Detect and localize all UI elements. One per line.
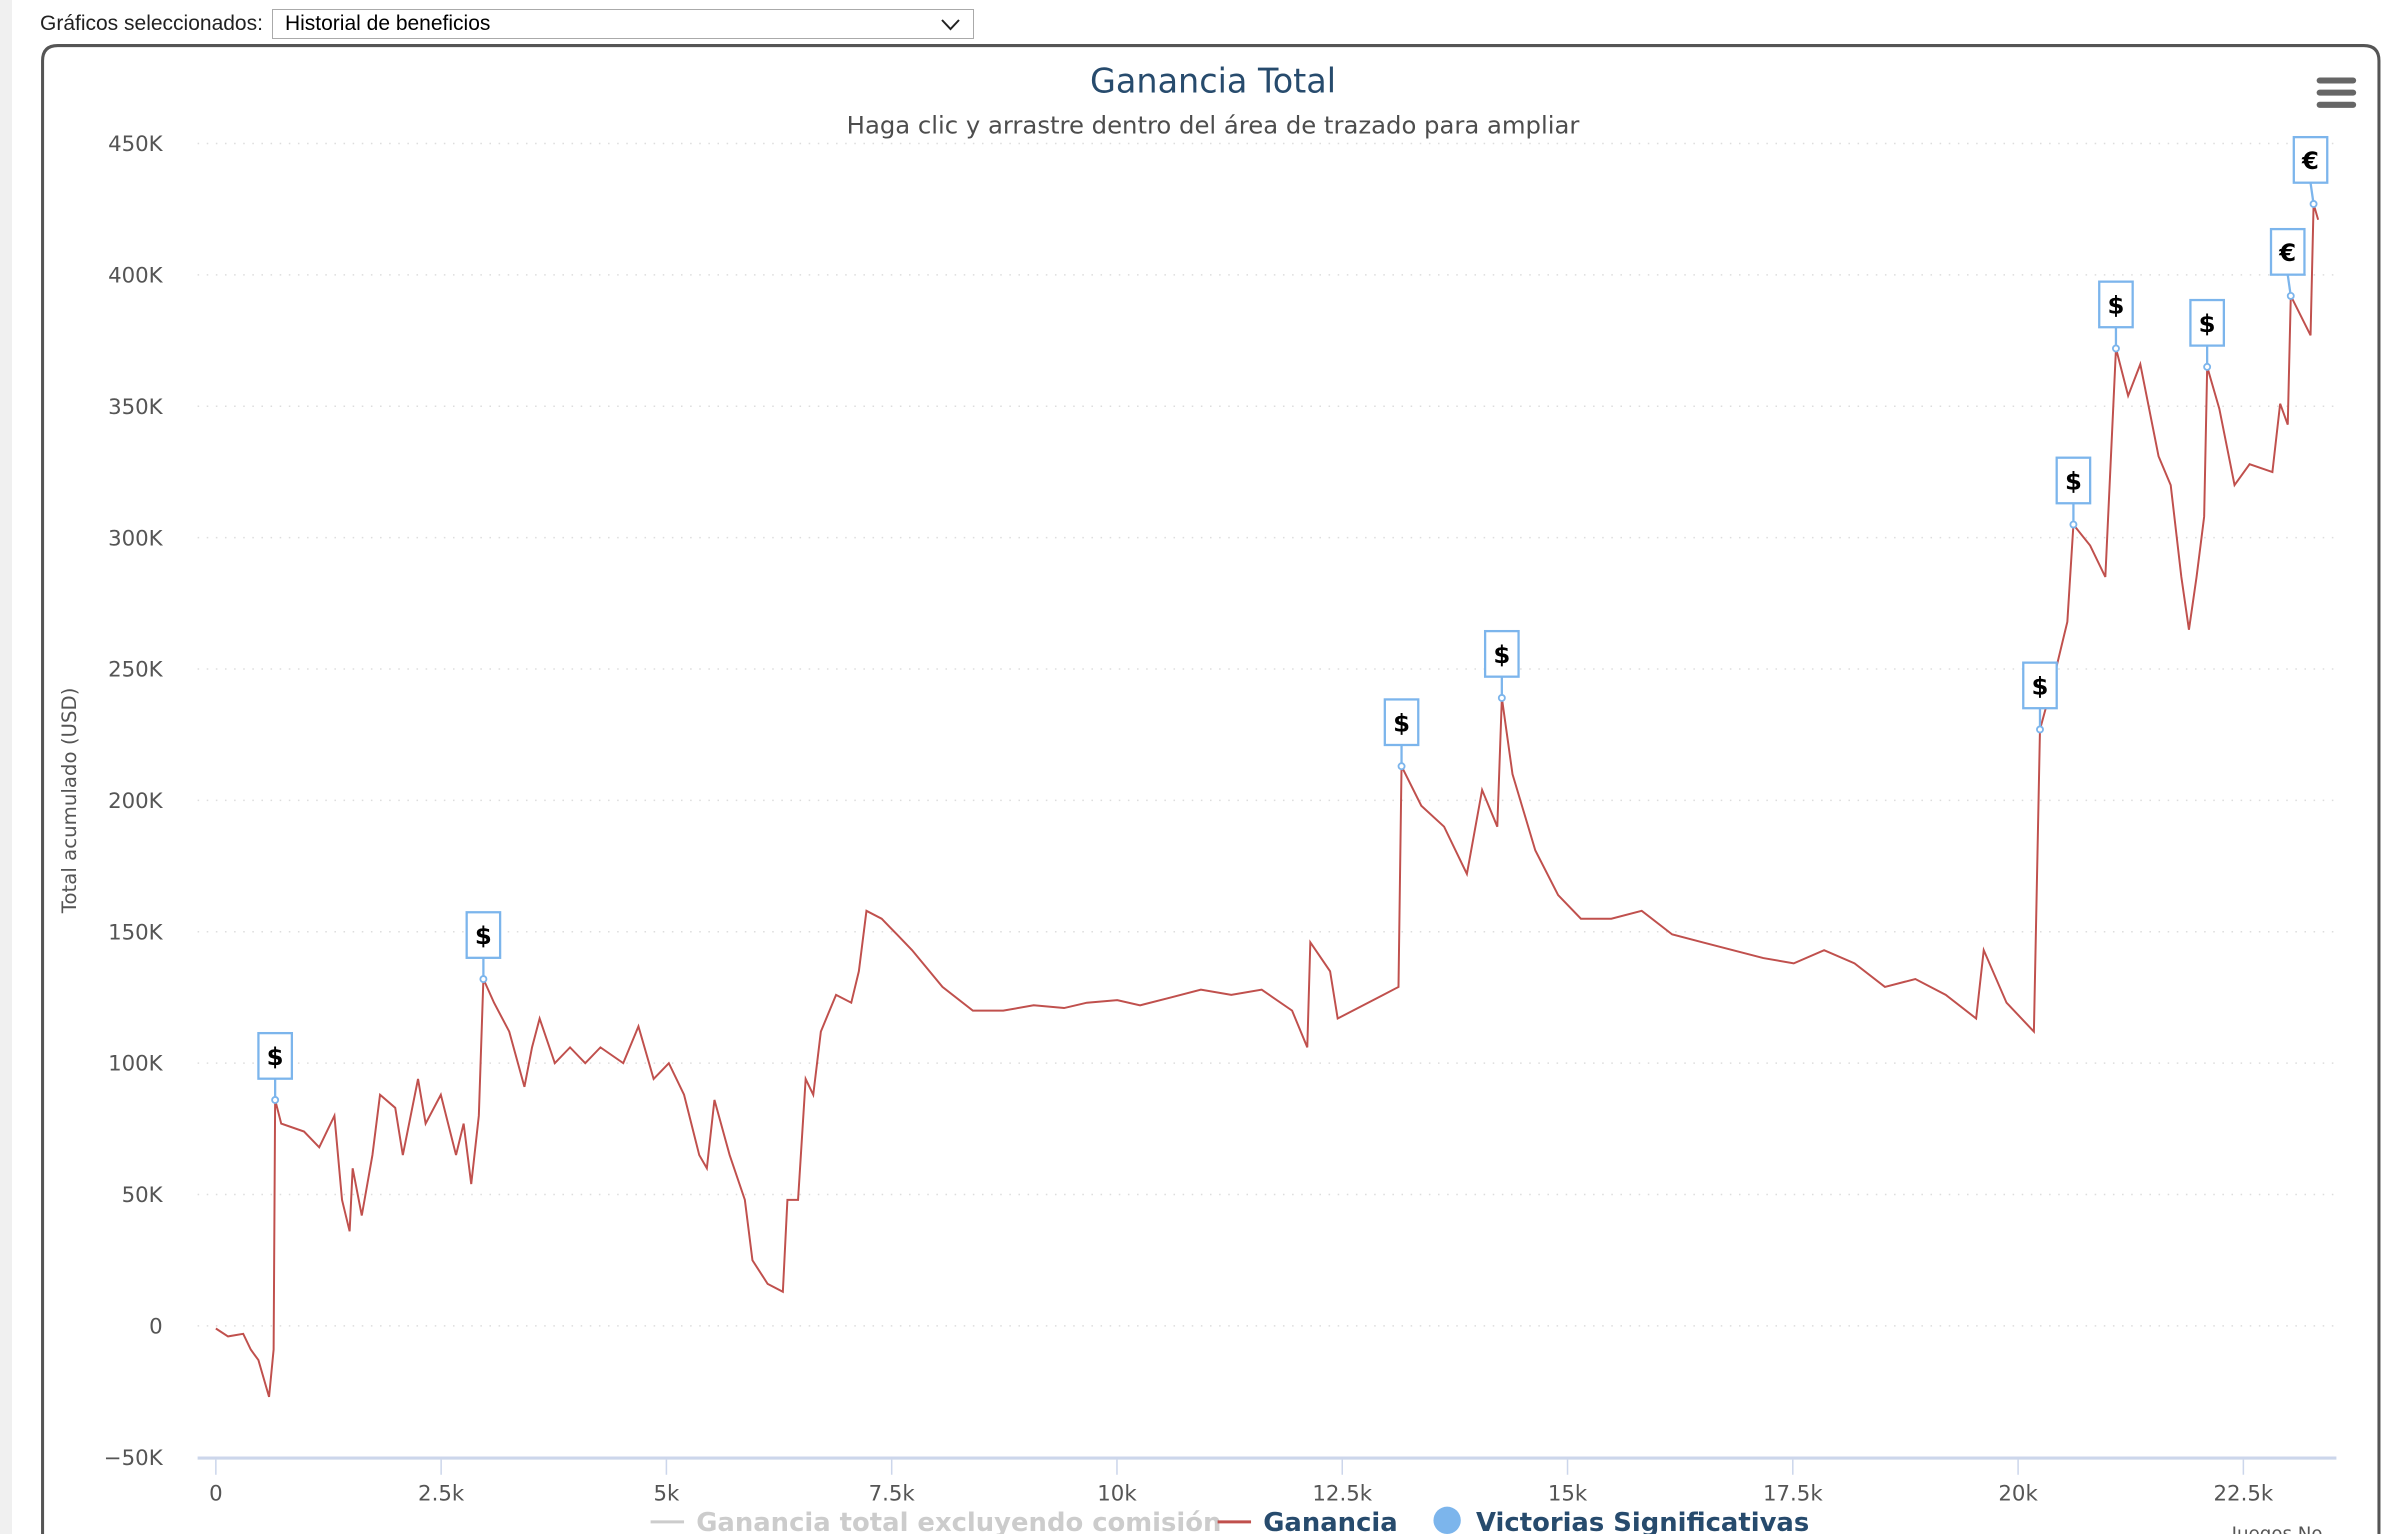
flag-box [2269,227,2306,276]
y-tick-label: 0 [149,1315,163,1340]
hamburger-menu-icon[interactable] [2316,77,2357,108]
flag-point [2036,725,2044,734]
flag-box [2022,661,2058,710]
flag-label: $ [267,1042,284,1071]
flag-box [2098,280,2134,329]
flag-label: $ [1493,640,1510,669]
flag-point [2069,520,2078,529]
flag-label: $ [2065,467,2082,496]
y-tick-label: 100K [108,1052,164,1077]
x-tick-label: 17.5k [1763,1482,1823,1507]
flag-point [2286,291,2295,300]
flag-point [1397,762,1406,771]
left-strip [0,0,12,1534]
flag-label: $ [2107,291,2124,320]
x-tick-label: 15k [1548,1482,1588,1507]
x-tick-label: 2.5k [418,1482,465,1507]
legend-item-ganancia[interactable]: Ganancia [1217,1508,1398,1534]
y-tick-label: 50K [122,1183,164,1208]
flag-point [271,1096,280,1104]
y-tick-label: 450K [108,132,164,157]
chart-selector-dropdown[interactable]: Historial de beneficios [271,9,974,39]
flag-marker[interactable]: € [2269,227,2306,300]
flag-marker[interactable]: $ [465,911,502,984]
x-tick-label: 12.5k [1312,1482,1372,1507]
chart-container [41,44,2381,1534]
flag-marker[interactable]: $ [1483,629,1520,702]
flag-marker[interactable]: $ [1383,698,1420,771]
flag-box [2055,456,2092,505]
flag-marker[interactable]: $ [2022,661,2058,734]
chevron-down-icon [941,18,960,30]
x-tick-label: 10k [1097,1482,1137,1507]
flag-box [257,1031,294,1080]
legend-item-victorias[interactable]: Victorias Significativas [1433,1506,1809,1534]
chart-selector-row: Gráficos seleccionados: Historial de ben… [40,9,974,39]
y-tick-label: 400K [108,264,164,289]
y-tick-label: 200K [108,789,164,814]
legend-label: Victorias Significativas [1476,1508,1809,1534]
flag-marker[interactable]: $ [2098,280,2134,353]
legend-label: Ganancia [1263,1508,1397,1534]
legend: Ganancia total excluyendo comisión Ganan… [650,1506,1809,1534]
x-tick-label: 20k [1998,1482,2038,1507]
chart-selector-label: Gráficos seleccionados: [40,12,263,35]
x-tick-label: 5k [653,1482,680,1507]
flag-point [2203,362,2212,371]
flag-box [465,911,502,959]
legend-label: Ganancia total excluyendo comisión [696,1508,1221,1534]
y-tick-label: 250K [108,658,164,683]
chart-title: Ganancia Total [1090,62,1336,101]
flag-box [1383,698,1420,747]
flag-label: $ [1393,708,1410,737]
x-axis-title: Juegos No [2231,1524,2323,1534]
y-tick-label: 150K [108,920,164,945]
flag-point [2309,200,2318,208]
x-tick-label: 0 [209,1482,223,1507]
flag-label: € [2278,238,2296,267]
flag-box [2292,135,2329,184]
flag-marker[interactable]: $ [2055,456,2092,529]
flag-point [479,975,488,984]
flag-label: € [2301,146,2319,175]
legend-item-ganancia-excl-comision[interactable]: Ganancia total excluyendo comisión [650,1508,1222,1534]
y-tick-label: −50K [104,1446,164,1471]
flag-label: $ [475,921,492,950]
flag-label: $ [2199,309,2216,338]
flag-box [1483,629,1520,678]
ganancia-series-line[interactable] [215,203,2320,1398]
y-tick-label: 350K [108,395,164,420]
flag-point [2111,344,2120,353]
chart-selector-value: Historial de beneficios [284,12,491,35]
y-axis-title: Total acumulado (USD) [58,688,81,915]
flag-point [1497,693,1506,702]
x-tick-label: 7.5k [869,1482,916,1507]
legend-marker [1433,1506,1461,1534]
flag-box [2189,298,2226,347]
flag-marker[interactable]: € [2292,135,2329,208]
flag-label: $ [2032,672,2049,701]
flag-marker[interactable]: $ [257,1031,294,1104]
x-tick-label: 22.5k [2214,1482,2274,1507]
y-tick-label: 300K [108,526,164,551]
chart-subtitle: Haga clic y arrastre dentro del área de … [847,111,1580,140]
flag-marker[interactable]: $ [2189,298,2226,371]
